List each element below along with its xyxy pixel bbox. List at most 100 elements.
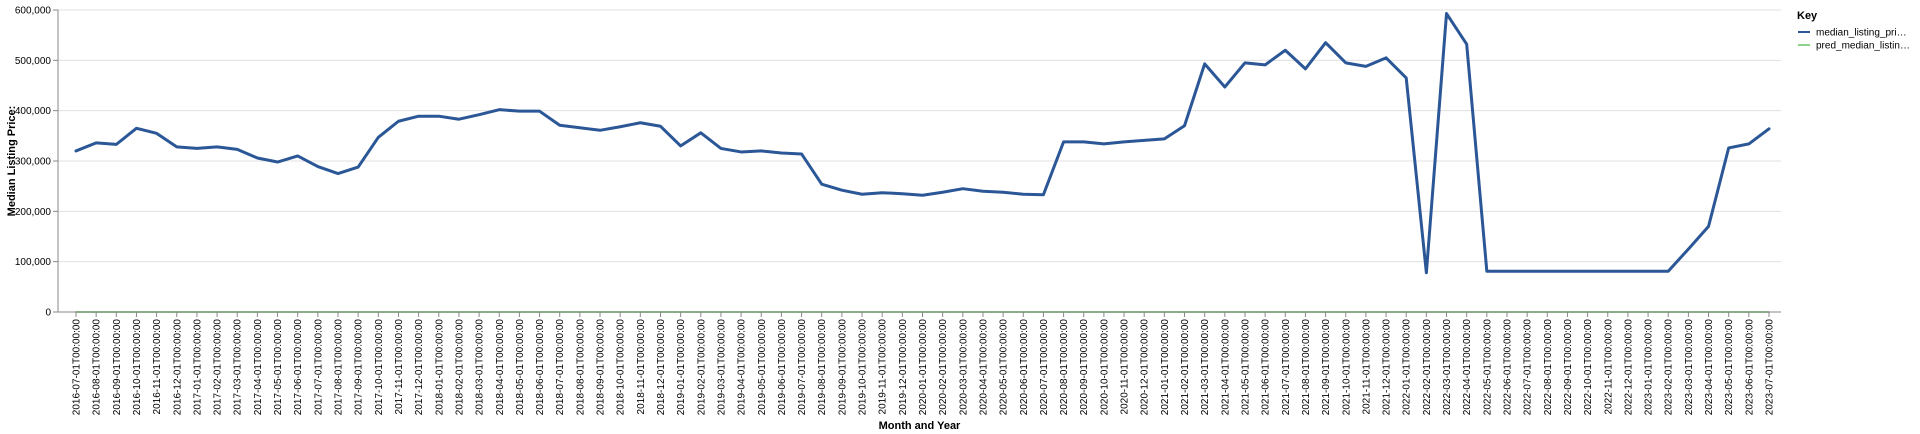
x-tick-label: 2019-08-01T00:00:00 — [817, 319, 828, 416]
y-tick-labels: 0 100,000 200,000 300,000 400,000 500,000 600,… — [15, 6, 58, 319]
x-tick-label: 2022-04-01T00:00:00 — [1462, 319, 1473, 416]
x-tick-label: 2019-12-01T00:00:00 — [898, 319, 909, 416]
x-tick-label: 2020-06-01T00:00:00 — [1019, 319, 1030, 416]
x-tick-label: 2020-12-01T00:00:00 — [1140, 319, 1151, 416]
x-tick-label: 2017-08-01T00:00:00 — [334, 319, 345, 416]
x-tick-label: 2018-08-01T00:00:00 — [575, 319, 586, 416]
x-tick-label: 2018-09-01T00:00:00 — [596, 319, 607, 416]
x-tick-label: 2022-09-01T00:00:00 — [1563, 319, 1574, 416]
x-tick-label: 2017-05-01T00:00:00 — [273, 319, 284, 416]
y-tick-label: 400,000 — [15, 106, 52, 117]
y-tick-label: 300,000 — [15, 157, 52, 168]
x-tick-label: 2020-09-01T00:00:00 — [1079, 319, 1090, 416]
x-tick-label: 2019-02-01T00:00:00 — [696, 319, 707, 416]
x-axis-title: Month and Year — [879, 420, 961, 432]
x-tick-label: 2018-04-01T00:00:00 — [495, 319, 506, 416]
x-tick-label: 2018-06-01T00:00:00 — [535, 319, 546, 416]
x-tick-label: 2018-03-01T00:00:00 — [475, 319, 486, 416]
x-tick-label: 2022-12-01T00:00:00 — [1623, 319, 1634, 416]
x-tick-label: 2019-06-01T00:00:00 — [777, 319, 788, 416]
x-tick-label: 2020-05-01T00:00:00 — [999, 319, 1010, 416]
x-tick-label: 2021-08-01T00:00:00 — [1301, 319, 1312, 416]
x-tick-label: 2021-11-01T00:00:00 — [1361, 319, 1372, 415]
x-tick-label: 2020-03-01T00:00:00 — [958, 319, 969, 416]
x-tick-label: 2019-10-01T00:00:00 — [858, 319, 869, 416]
x-tick-label: 2020-02-01T00:00:00 — [938, 319, 949, 416]
x-tick-label: 2022-05-01T00:00:00 — [1482, 319, 1493, 416]
x-tick-label: 2019-07-01T00:00:00 — [797, 319, 808, 416]
x-tick-label: 2018-10-01T00:00:00 — [616, 319, 627, 416]
x-tick-label: 2018-11-01T00:00:00 — [636, 319, 647, 415]
x-tick-label: 2021-07-01T00:00:00 — [1281, 319, 1292, 416]
legend-title: Key — [1797, 10, 1818, 22]
x-tick-label: 2018-02-01T00:00:00 — [454, 319, 465, 416]
x-tick-label: 2017-09-01T00:00:00 — [354, 319, 365, 416]
x-tick-label: 2017-12-01T00:00:00 — [414, 319, 425, 416]
x-tick-label: 2017-02-01T00:00:00 — [213, 319, 224, 416]
x-tick-label: 2022-02-01T00:00:00 — [1422, 319, 1433, 416]
x-tick-label: 2017-06-01T00:00:00 — [293, 319, 304, 416]
x-tick-label: 2016-09-01T00:00:00 — [112, 319, 123, 416]
x-tick-label: 2023-02-01T00:00:00 — [1664, 319, 1675, 416]
x-tick-label: 2018-05-01T00:00:00 — [515, 319, 526, 416]
x-tick-label: 2020-07-01T00:00:00 — [1039, 319, 1050, 416]
x-tick-label: 2022-07-01T00:00:00 — [1523, 319, 1534, 416]
y-tick-label: 0 — [45, 308, 51, 319]
x-tick-label: 2020-11-01T00:00:00 — [1120, 319, 1131, 415]
x-tick-label: 2023-06-01T00:00:00 — [1744, 319, 1755, 416]
x-tick-label: 2019-04-01T00:00:00 — [737, 319, 748, 416]
x-tick-label: 2020-04-01T00:00:00 — [978, 319, 989, 416]
x-tick-label: 2021-02-01T00:00:00 — [1180, 319, 1191, 416]
legend-entries: median_listing_pri… pred_median_listin… — [1798, 28, 1910, 52]
x-tick-label: 2021-09-01T00:00:00 — [1321, 319, 1332, 416]
x-tick-label: 2023-03-01T00:00:00 — [1684, 319, 1695, 416]
x-tick-label: 2021-06-01T00:00:00 — [1261, 319, 1272, 416]
x-tick-label: 2021-10-01T00:00:00 — [1341, 319, 1352, 416]
y-tick-label: 500,000 — [15, 56, 52, 67]
y-tick-label: 100,000 — [15, 257, 52, 268]
x-tick-label: 2016-08-01T00:00:00 — [92, 319, 103, 416]
x-tick-label: 2020-01-01T00:00:00 — [918, 319, 929, 416]
legend-label: median_listing_pri… — [1816, 28, 1907, 39]
x-tick-label: 2019-01-01T00:00:00 — [676, 319, 687, 416]
y-tick-label: 200,000 — [15, 207, 52, 218]
legend: Key median_listing_pri… pred_median_listi… — [1797, 10, 1910, 52]
series-lines — [74, 12, 1771, 313]
y-axis-title: Median Listing Price: — [6, 106, 18, 217]
grid-lines — [58, 9, 1781, 313]
x-tick-label: 2017-01-01T00:00:00 — [192, 319, 203, 416]
x-tick-label: 2021-12-01T00:00:00 — [1382, 319, 1393, 416]
x-tick-label: 2017-10-01T00:00:00 — [374, 319, 385, 416]
x-tick-label: 2023-07-01T00:00:00 — [1765, 319, 1776, 416]
x-tick-label: 2022-01-01T00:00:00 — [1402, 319, 1413, 416]
x-tick-label: 2017-07-01T00:00:00 — [313, 319, 324, 416]
x-tick-label: 2019-05-01T00:00:00 — [757, 319, 768, 416]
x-tick-label: 2016-12-01T00:00:00 — [172, 319, 183, 416]
x-tick-label: 2022-10-01T00:00:00 — [1583, 319, 1594, 416]
x-tick-label: 2018-01-01T00:00:00 — [434, 319, 445, 416]
x-tick-label: 2016-11-01T00:00:00 — [152, 319, 163, 415]
x-tick-label: 2018-12-01T00:00:00 — [656, 319, 667, 416]
series-line — [74, 12, 1771, 275]
y-tick-label: 600,000 — [15, 6, 52, 17]
x-tick-label: 2019-03-01T00:00:00 — [716, 319, 727, 416]
x-tick-label: 2016-10-01T00:00:00 — [132, 319, 143, 416]
x-tick-label: 2018-07-01T00:00:00 — [555, 319, 566, 416]
x-tick-label: 2023-01-01T00:00:00 — [1644, 319, 1655, 416]
x-tick-label: 2023-05-01T00:00:00 — [1724, 319, 1735, 416]
x-tick-label: 2017-04-01T00:00:00 — [253, 319, 264, 416]
x-tick-label: 2022-11-01T00:00:00 — [1603, 319, 1614, 415]
x-tick-label: 2023-04-01T00:00:00 — [1704, 319, 1715, 416]
x-tick-labels: 2016-07-01T00:00:00 2016-08-01T00:00:00 20… — [72, 312, 1776, 415]
x-tick-label: 2019-11-01T00:00:00 — [878, 319, 889, 415]
x-tick-label: 2021-05-01T00:00:00 — [1240, 319, 1251, 416]
x-tick-label: 2019-09-01T00:00:00 — [837, 319, 848, 416]
x-tick-label: 2021-03-01T00:00:00 — [1200, 319, 1211, 416]
x-tick-label: 2022-06-01T00:00:00 — [1502, 319, 1513, 416]
x-tick-label: 2021-01-01T00:00:00 — [1160, 319, 1171, 416]
x-tick-label: 2022-03-01T00:00:00 — [1442, 319, 1453, 416]
x-tick-label: 2020-08-01T00:00:00 — [1059, 319, 1070, 416]
legend-label: pred_median_listin… — [1816, 41, 1910, 52]
x-tick-label: 2017-03-01T00:00:00 — [233, 319, 244, 416]
